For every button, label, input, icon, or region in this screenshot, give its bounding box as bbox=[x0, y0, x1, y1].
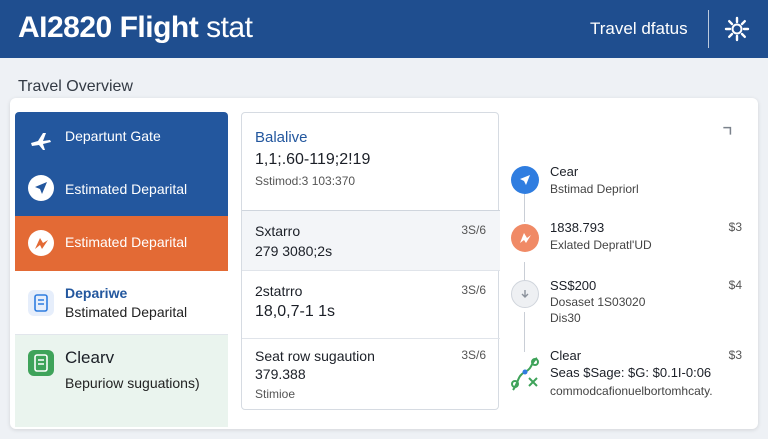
details-value: 1,1;.60-119;2!19 bbox=[255, 151, 371, 168]
details-header: Balalive 1,1;.60-119;2!19 Sstimod:3 103:… bbox=[242, 113, 500, 211]
down-arrow-icon bbox=[511, 280, 539, 308]
sidebar-item-estimated-departure[interactable]: Estimated Deparital bbox=[65, 181, 188, 197]
timeline-connector bbox=[524, 262, 525, 290]
sidebar-item-departure[interactable]: Depariwe Bstimated Deparital bbox=[15, 271, 228, 335]
navigation-arrow-icon bbox=[511, 166, 539, 194]
navigation-arrow-icon bbox=[28, 230, 54, 256]
row-subtitle: Stimioe bbox=[255, 387, 296, 401]
collapse-chevron-icon[interactable] bbox=[722, 122, 736, 136]
timeline-item[interactable]: 1838.793 $3 Exlated Depratl'UD bbox=[499, 220, 742, 260]
timeline-item[interactable]: Cear Bstimad Depriorl bbox=[499, 164, 742, 204]
flight-details-panel: Balalive 1,1;.60-119;2!19 Sstimod:3 103:… bbox=[241, 112, 500, 411]
header-divider bbox=[708, 10, 709, 48]
details-title: Balalive bbox=[255, 129, 308, 146]
row-value: 279 3080;2s bbox=[255, 243, 333, 259]
row-title: Seat row sugaution bbox=[255, 348, 375, 364]
settings-gear-icon[interactable] bbox=[724, 16, 750, 42]
timeline-subtitle: Exlated Depratl'UD bbox=[550, 238, 652, 252]
list-item[interactable]: Seat row sugaution 3S/6 379.388 Stimioe bbox=[242, 339, 500, 411]
timeline-panel: Cear Bstimad Depriorl 1838.793 $3 Exlate… bbox=[499, 112, 742, 410]
sidebar-item-subtitle: Bstimated Deparital bbox=[65, 304, 188, 320]
sidebar-item-departure-gate[interactable]: Departunt Gate bbox=[65, 128, 161, 144]
document-icon bbox=[28, 290, 54, 316]
timeline-badge: $4 bbox=[728, 278, 742, 292]
page-title: AI2820 Flight stat bbox=[18, 11, 253, 45]
row-badge: 3S/6 bbox=[461, 348, 486, 362]
row-badge: 3S/6 bbox=[461, 223, 486, 237]
list-item[interactable]: 2statrro 3S/6 18,0,7-1 1s bbox=[242, 271, 500, 339]
sidebar-item-title: Depariwe bbox=[65, 285, 128, 301]
timeline-badge: $3 bbox=[728, 220, 742, 234]
timeline-item[interactable]: SS$200 $4 Dosaset 1S03020 Dis30 bbox=[499, 278, 742, 334]
timeline-title: Clear bbox=[550, 348, 582, 363]
sidebar-item-clear[interactable]: Clearv Bepuriow suguations) bbox=[15, 335, 228, 427]
timeline-item[interactable]: Clear $3 Seas $Sage: $G: $0.1I-0:06 comm… bbox=[499, 348, 742, 404]
section-heading: Travel Overview bbox=[18, 78, 133, 95]
timeline-title: SS$200 bbox=[550, 278, 597, 293]
timeline-title: 1838.793 bbox=[550, 220, 605, 235]
timeline-badge: $3 bbox=[728, 348, 742, 362]
navigation-arrow-icon bbox=[511, 224, 539, 252]
list-item[interactable]: Sxtarro 3S/6 279 3080;2s bbox=[242, 211, 500, 271]
sidebar-item-estimated-departure-alert[interactable]: Estimated Deparital bbox=[15, 216, 228, 271]
title-main: AI2820 Flight bbox=[18, 11, 199, 44]
row-badge: 3S/6 bbox=[461, 283, 486, 297]
sidebar-item-label: Estimated Deparital bbox=[65, 234, 188, 250]
route-connector-icon bbox=[511, 357, 539, 391]
details-subtitle: Sstimod:3 103:370 bbox=[255, 174, 356, 188]
row-title: Sxtarro bbox=[255, 223, 301, 239]
timeline-subtitle: Dosaset 1S03020 bbox=[550, 295, 646, 309]
app-header: AI2820 Flight stat Travel dfatus bbox=[0, 0, 768, 58]
sidebar-item-subtitle: Bepuriow suguations) bbox=[65, 375, 200, 391]
row-title: 2statrro bbox=[255, 283, 303, 299]
timeline-connector bbox=[524, 312, 525, 352]
timeline-subtitle-extra: Dis30 bbox=[550, 311, 581, 325]
sidebar-item-title: Clearv bbox=[65, 348, 115, 367]
title-suffix: stat bbox=[206, 11, 253, 44]
timeline-subtitle: Seas $Sage: $G: $0.1I-0:06 bbox=[550, 365, 712, 380]
travel-status-link[interactable]: Travel dfatus bbox=[590, 19, 688, 38]
airplane-icon bbox=[28, 128, 54, 154]
document-icon bbox=[28, 350, 54, 376]
navigation-arrow-icon bbox=[28, 175, 54, 201]
timeline-subtitle-extra: commodcafionuelbortomhcaty. bbox=[550, 384, 713, 398]
row-value: 379.388 bbox=[255, 366, 306, 382]
timeline-connector bbox=[524, 194, 525, 222]
row-value: 18,0,7-1 1s bbox=[255, 303, 336, 320]
sidebar-group-departure: Departunt Gate Estimated Deparital bbox=[15, 112, 228, 216]
timeline-subtitle: Bstimad Depriorl bbox=[550, 182, 639, 196]
timeline-title: Cear bbox=[550, 164, 579, 179]
